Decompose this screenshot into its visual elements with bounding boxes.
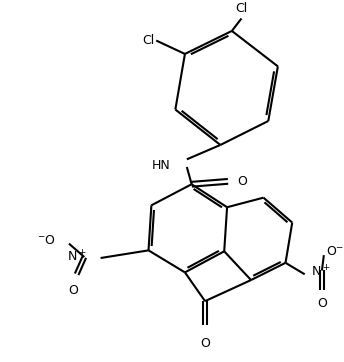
- Text: $^{-}$O: $^{-}$O: [37, 234, 56, 247]
- Text: N$^+$: N$^+$: [311, 265, 331, 280]
- Text: N$^+$: N$^+$: [67, 249, 86, 265]
- Text: O: O: [68, 284, 78, 297]
- Text: HN: HN: [152, 159, 171, 172]
- Text: O$^{-}$: O$^{-}$: [326, 245, 344, 258]
- Text: Cl: Cl: [235, 2, 248, 14]
- Text: O: O: [317, 297, 327, 310]
- Text: O: O: [200, 337, 210, 350]
- Text: O: O: [238, 175, 247, 188]
- Text: Cl: Cl: [142, 34, 154, 47]
